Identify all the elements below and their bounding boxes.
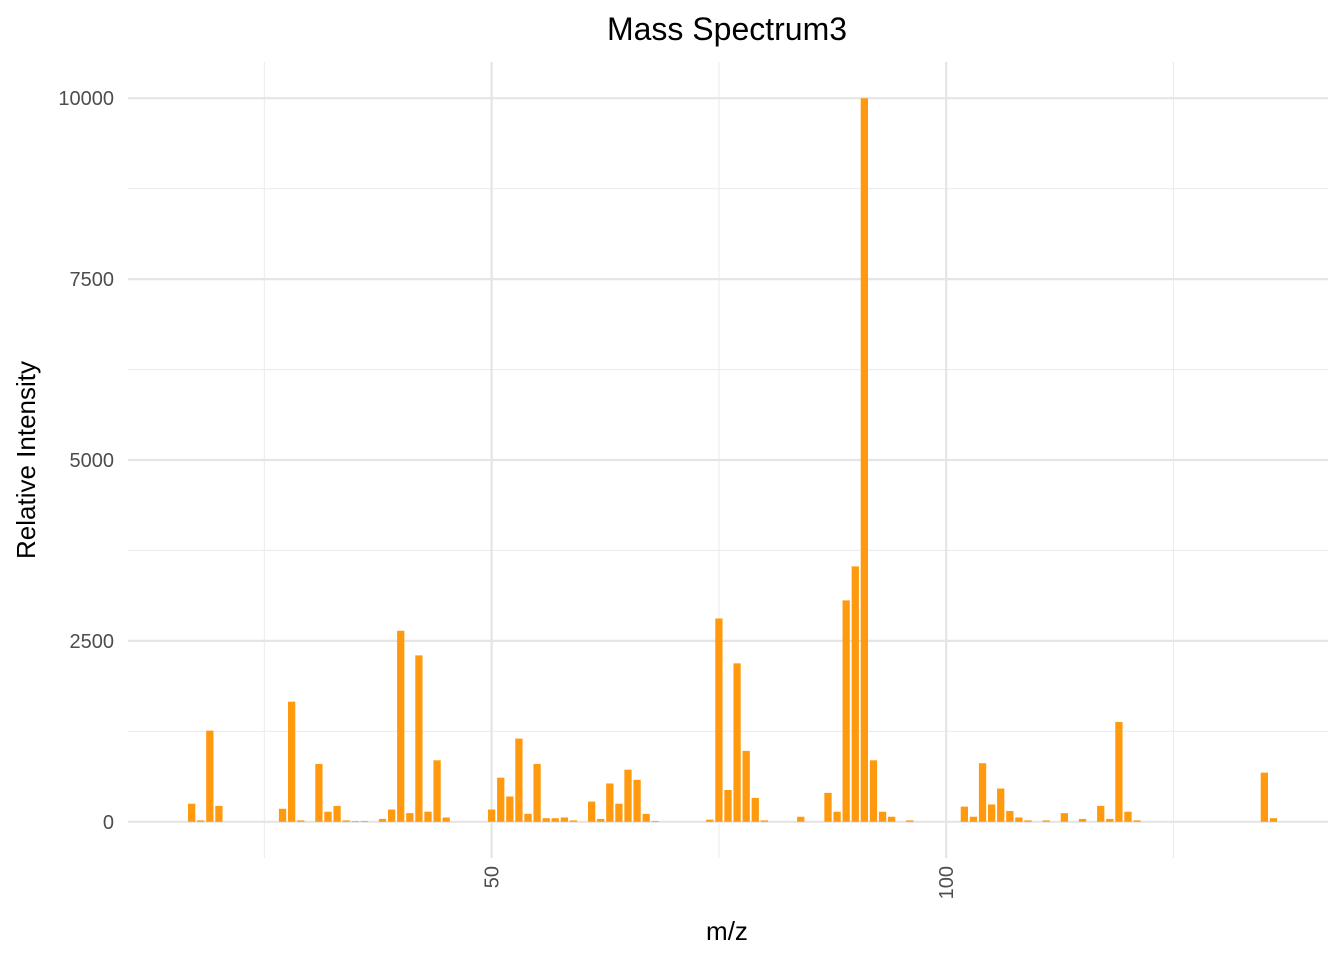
- bar: [797, 816, 805, 822]
- gridlines: [128, 62, 1328, 858]
- bar: [388, 809, 396, 822]
- bar: [633, 779, 641, 822]
- bar: [888, 816, 896, 822]
- bar: [706, 819, 714, 822]
- bar: [1042, 820, 1050, 822]
- x-axis-title: m/z: [706, 916, 748, 946]
- bar: [433, 760, 441, 822]
- bar: [1024, 820, 1032, 822]
- bar: [524, 813, 532, 822]
- bar: [424, 811, 432, 822]
- bar: [560, 817, 568, 822]
- y-tick-label: 2500: [70, 631, 115, 653]
- bar: [197, 820, 205, 822]
- bar: [869, 760, 878, 822]
- bar: [1006, 810, 1014, 822]
- bar: [906, 820, 914, 822]
- bar: [378, 818, 387, 822]
- bar: [278, 808, 287, 822]
- bar: [360, 821, 368, 822]
- bar: [760, 820, 768, 822]
- bar: [860, 98, 868, 822]
- chart-title: Mass Spectrum3: [607, 11, 847, 47]
- bar: [488, 809, 496, 822]
- bar: [651, 821, 659, 822]
- bar: [724, 789, 732, 822]
- bar: [497, 777, 505, 822]
- y-tick-label: 10000: [58, 88, 114, 110]
- bar: [506, 796, 514, 822]
- bar: [569, 820, 578, 822]
- bar: [824, 792, 832, 822]
- bar: [1060, 813, 1068, 822]
- bar: [1106, 818, 1114, 822]
- bar: [615, 803, 623, 822]
- bar: [515, 738, 523, 822]
- bar: [297, 820, 305, 822]
- bar: [988, 804, 996, 822]
- bar: [1015, 817, 1023, 822]
- bar: [1269, 818, 1278, 822]
- bar: [1133, 820, 1141, 822]
- bar: [397, 630, 405, 822]
- bar: [597, 818, 605, 822]
- bar: [1097, 805, 1105, 822]
- y-axis-title: Relative Intensity: [11, 361, 41, 559]
- bar: [324, 811, 332, 822]
- bar: [188, 803, 196, 822]
- bar: [533, 763, 541, 822]
- bar: [1078, 818, 1087, 822]
- bar: [1124, 811, 1132, 822]
- bar: [742, 750, 750, 822]
- bar: [588, 801, 596, 822]
- y-axis-ticks: 0 2500 5000 7500 10000: [58, 88, 114, 834]
- x-tick-label: 100: [936, 866, 958, 899]
- bar: [206, 730, 214, 822]
- bar: [415, 655, 423, 822]
- bar: [1260, 772, 1268, 822]
- bar: [442, 817, 450, 822]
- bar: [288, 701, 296, 822]
- bar: [606, 783, 614, 822]
- bar: [997, 788, 1005, 822]
- bar: [878, 811, 887, 822]
- bar: [978, 763, 987, 822]
- bar: [842, 600, 850, 822]
- bar: [624, 769, 632, 822]
- bar: [751, 797, 759, 822]
- bar: [215, 805, 223, 822]
- bar: [1115, 721, 1123, 822]
- bar: [551, 818, 559, 822]
- bar: [969, 816, 978, 822]
- bar: [315, 763, 323, 822]
- y-tick-label: 5000: [70, 450, 115, 472]
- bar: [333, 805, 341, 822]
- bar: [406, 813, 414, 822]
- x-tick-label: 50: [482, 866, 504, 888]
- bar: [960, 806, 968, 822]
- bar: [851, 566, 859, 822]
- bar: [733, 663, 741, 822]
- y-tick-label: 0: [103, 812, 114, 834]
- bar: [342, 820, 350, 822]
- bar-series: [188, 98, 1278, 822]
- bar: [833, 811, 841, 822]
- bar: [642, 813, 650, 822]
- x-axis-ticks: 50 100: [482, 866, 959, 899]
- bar: [351, 821, 359, 822]
- bar: [542, 818, 550, 822]
- y-tick-label: 7500: [70, 269, 115, 291]
- bar: [715, 618, 723, 822]
